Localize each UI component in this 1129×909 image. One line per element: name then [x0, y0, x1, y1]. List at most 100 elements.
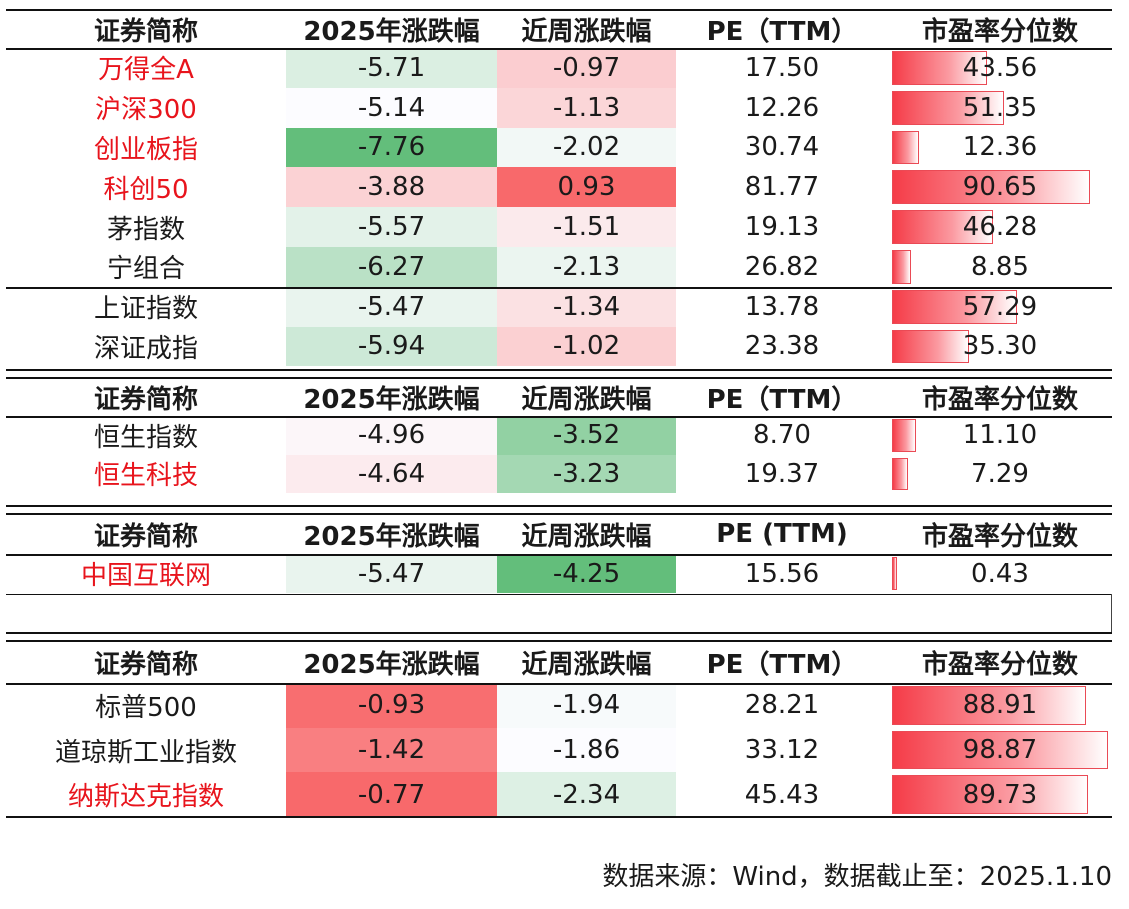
ytd-change-cell: -5.57 [286, 207, 497, 247]
security-name-cell: 上证指数 [93, 294, 198, 325]
pe-percentile-cell: 98.87 [888, 728, 1112, 773]
percentile-value: 7.29 [971, 458, 1029, 489]
pe-percentile-cell: 57.29 [888, 287, 1112, 327]
percentile-bar [892, 210, 993, 244]
week-change-cell: -3.23 [497, 454, 676, 493]
week-change-cell: -1.94 [497, 683, 676, 728]
ytd-change-cell: -5.14 [286, 87, 497, 128]
ytd-change-cell: -0.93 [286, 683, 497, 728]
column-header: 2025年涨跌幅 [303, 384, 480, 415]
percentile-bar [892, 686, 1086, 725]
column-header: 市盈率分位数 [921, 16, 1078, 47]
index-table-4: 证券简称 2025年涨跌幅 近周涨跌幅 PE（TTM） 市盈率分位数 标普500 -0.93… [6, 641, 1112, 818]
table-rule [6, 554, 1112, 556]
security-name-cell: 深证成指 [93, 333, 198, 364]
percentile-value: 51.35 [962, 92, 1038, 123]
table-header-row: 证券简称 2025年涨跌幅 近周涨跌幅 PE (TTM) 市盈率分位数 [6, 514, 1112, 554]
gap-row-border [1111, 594, 1112, 632]
percentile-bar [892, 170, 1090, 205]
security-name-cell: 沪深300 [95, 95, 197, 126]
table-header-row: 证券简称 2025年涨跌幅 近周涨跌幅 PE（TTM） 市盈率分位数 [6, 378, 1112, 416]
ytd-change-cell: -0.77 [286, 772, 497, 818]
percentile-value: 57.29 [962, 291, 1038, 322]
column-header: 市盈率分位数 [921, 649, 1078, 680]
pe-percentile-cell: 0.43 [888, 554, 1112, 593]
column-header: PE (TTM) [716, 519, 848, 549]
column-header: 市盈率分位数 [921, 384, 1078, 415]
index-table-3: 证券简称 2025年涨跌幅 近周涨跌幅 PE (TTM) 市盈率分位数 中国互联网 -5.4… [6, 514, 1112, 593]
table-rule [6, 632, 1112, 634]
table-row: 沪深300 -5.14 -1.13 12.26 51.35 [6, 87, 1112, 128]
pe-percentile-cell: 8.85 [888, 247, 1112, 287]
table-rule [6, 513, 1112, 515]
percentile-bar [892, 90, 1004, 125]
column-header: PE（TTM） [706, 384, 858, 415]
table-rule [6, 505, 1112, 507]
table-row: 创业板指 -7.76 -2.02 30.74 12.36 [6, 127, 1112, 168]
pe-ttm-cell: 30.74 [744, 132, 820, 163]
table-rule [6, 287, 1112, 289]
pe-ttm-cell: 28.21 [744, 690, 820, 721]
pe-ttm-cell: 12.26 [744, 92, 820, 123]
column-header: 证券简称 [93, 384, 198, 415]
table-rule [6, 377, 1112, 379]
column-header: PE（TTM） [706, 649, 858, 680]
column-header: 近周涨跌幅 [521, 649, 652, 680]
pe-percentile-cell: 46.28 [888, 207, 1112, 247]
percentile-value: 12.36 [962, 132, 1038, 163]
week-change-cell: -1.13 [497, 87, 676, 128]
ytd-change-cell: -7.76 [286, 127, 497, 168]
column-header: 近周涨跌幅 [521, 521, 652, 552]
table-row: 上证指数 -5.47 -1.34 13.78 57.29 [6, 286, 1112, 327]
table-row: 宁组合 -6.27 -2.13 26.82 8.85 [6, 246, 1112, 287]
column-header: 证券简称 [93, 16, 198, 47]
percentile-value: 98.87 [962, 735, 1038, 766]
ytd-change-cell: -6.27 [286, 246, 497, 287]
percentile-value: 0.43 [971, 558, 1029, 589]
week-change-cell: -2.02 [497, 127, 676, 168]
week-change-cell: -1.02 [497, 326, 676, 367]
pe-percentile-cell: 88.91 [888, 683, 1112, 728]
percentile-bar [892, 289, 1017, 324]
index-table-1: 证券简称 2025年涨跌幅 近周涨跌幅 PE（TTM） 市盈率分位数 万得全A -5.71-… [6, 10, 1112, 367]
percentile-bar [892, 557, 897, 590]
security-name-cell: 宁组合 [106, 254, 185, 285]
percentile-value: 11.10 [962, 420, 1038, 451]
pe-ttm-cell: 33.12 [744, 735, 820, 766]
percentile-bar [892, 775, 1088, 815]
table-rule [6, 640, 1112, 642]
security-name-cell: 纳斯达克指数 [67, 782, 224, 813]
percentile-bar [892, 130, 919, 165]
pe-percentile-cell: 43.56 [888, 48, 1112, 88]
column-header: 证券简称 [93, 521, 198, 552]
percentile-bar [892, 457, 908, 490]
ytd-change-cell: -4.64 [286, 454, 497, 493]
table-row: 纳斯达克指数 -0.77 -2.34 45.43 89.73 [6, 772, 1112, 818]
pe-ttm-cell: 26.82 [744, 251, 820, 282]
week-change-cell: -2.34 [497, 772, 676, 818]
table-row: 恒生指数 -4.96 -3.52 8.70 11.10 [6, 416, 1112, 455]
percentile-value: 46.28 [962, 212, 1038, 243]
pe-percentile-cell: 12.36 [888, 128, 1112, 168]
security-name-cell: 科创50 [103, 174, 189, 205]
week-change-cell: -1.86 [497, 727, 676, 773]
table-rule [6, 416, 1112, 418]
percentile-value: 8.85 [971, 251, 1029, 282]
pe-ttm-cell: 19.37 [744, 458, 820, 489]
pe-ttm-cell: 17.50 [744, 52, 820, 83]
table-rule [6, 683, 1112, 685]
pe-ttm-cell: 81.77 [744, 172, 820, 203]
column-header: 2025年涨跌幅 [303, 521, 480, 552]
column-header: 2025年涨跌幅 [303, 16, 480, 47]
table-row: 科创50 -3.88 0.93 81.77 90.65 [6, 167, 1112, 208]
percentile-bar [892, 249, 911, 284]
table-row: 标普500 -0.93 -1.94 28.21 88.91 [6, 683, 1112, 728]
security-name-cell: 标普500 [95, 692, 197, 723]
security-name-cell: 创业板指 [93, 134, 198, 165]
ytd-change-cell: -5.71 [286, 48, 497, 88]
week-change-cell: -4.25 [497, 554, 676, 593]
source-note: 数据来源：Wind，数据截止至：2025.1.10 [602, 862, 1112, 892]
week-change-cell: -1.34 [497, 286, 676, 327]
pe-percentile-cell: 51.35 [888, 88, 1112, 128]
table-header-row: 证券简称 2025年涨跌幅 近周涨跌幅 PE（TTM） 市盈率分位数 [6, 10, 1112, 48]
